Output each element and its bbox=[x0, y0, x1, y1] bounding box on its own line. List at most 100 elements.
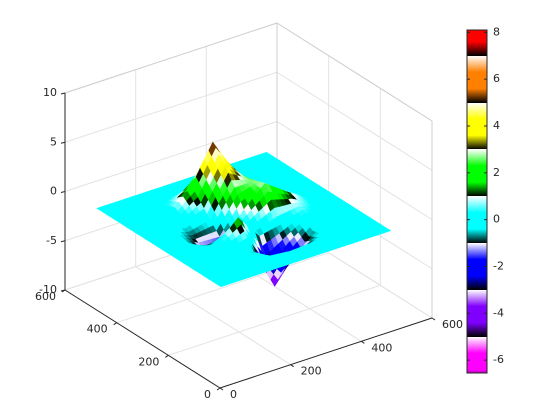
colorbar-swatch bbox=[467, 268, 487, 270]
colorbar-swatch bbox=[467, 327, 487, 329]
colorbar-swatch bbox=[467, 159, 487, 161]
colorbar-swatch bbox=[467, 359, 487, 361]
colorbar-swatch bbox=[467, 261, 487, 263]
colorbar-swatch bbox=[467, 65, 487, 67]
colorbar-swatch bbox=[467, 285, 487, 287]
colorbar-swatch bbox=[467, 221, 487, 223]
colorbar-swatch bbox=[467, 319, 487, 321]
colorbar-swatch bbox=[467, 302, 487, 304]
colorbar-swatch bbox=[467, 147, 487, 149]
colorbar-swatch bbox=[467, 164, 487, 166]
colorbar-swatch bbox=[467, 117, 487, 119]
colorbar-swatch bbox=[467, 199, 487, 201]
colorbar-swatch bbox=[467, 203, 487, 205]
colorbar-swatch bbox=[467, 329, 487, 331]
colorbar-swatch bbox=[467, 168, 487, 170]
colorbar-swatch bbox=[467, 80, 487, 82]
colorbar-swatch bbox=[467, 253, 487, 255]
colorbar-swatch bbox=[467, 237, 487, 239]
colorbar-swatch bbox=[467, 241, 487, 243]
colorbar-tick-label: -4 bbox=[493, 306, 504, 319]
y-tick-label: 0 bbox=[204, 388, 211, 401]
colorbar-frame bbox=[466, 29, 488, 374]
z-tick-label: -5 bbox=[46, 234, 57, 247]
colorbar-swatch bbox=[467, 363, 487, 365]
colorbar-swatch bbox=[467, 118, 487, 120]
colorbar-swatch bbox=[467, 351, 487, 353]
colorbar-swatch bbox=[467, 49, 487, 51]
colorbar-swatch bbox=[467, 54, 487, 56]
colorbar-swatch bbox=[467, 70, 487, 72]
colorbar-swatch bbox=[467, 270, 487, 272]
colorbar-swatch bbox=[467, 354, 487, 356]
colorbar-swatch bbox=[467, 220, 487, 222]
colorbar-swatch bbox=[467, 249, 487, 251]
colorbar-swatch bbox=[467, 274, 487, 276]
colorbar-swatch bbox=[467, 230, 487, 232]
colorbar-swatch bbox=[467, 179, 487, 181]
x-tick-label: 0 bbox=[230, 388, 237, 401]
colorbar-swatch bbox=[467, 139, 487, 141]
colorbar-swatch bbox=[467, 244, 487, 246]
colorbar-swatch bbox=[467, 180, 487, 182]
colorbar-swatch bbox=[467, 328, 487, 330]
colorbar-swatch bbox=[467, 170, 487, 172]
x-tick bbox=[290, 364, 294, 368]
colorbar-swatch bbox=[467, 320, 487, 322]
colorbar-swatch bbox=[467, 246, 487, 248]
colorbar-swatch bbox=[467, 250, 487, 252]
colorbar-swatch bbox=[467, 78, 487, 80]
colorbar-swatch bbox=[467, 112, 487, 114]
colorbar-swatch bbox=[467, 160, 487, 162]
colorbar-swatch bbox=[467, 218, 487, 220]
colorbar-swatch bbox=[467, 280, 487, 282]
colorbar-swatch bbox=[467, 131, 487, 133]
colorbar-swatch bbox=[467, 98, 487, 100]
colorbar-swatch bbox=[467, 292, 487, 294]
colorbar-swatch bbox=[467, 286, 487, 288]
colorbar-swatch bbox=[467, 135, 487, 137]
colorbar-tick-label: -2 bbox=[493, 259, 504, 272]
colorbar-swatch bbox=[467, 215, 487, 217]
colorbar-swatch bbox=[467, 291, 487, 293]
colorbar-swatch bbox=[467, 196, 487, 198]
colorbar-swatch bbox=[467, 104, 487, 106]
colorbar-swatch bbox=[467, 235, 487, 237]
colorbar-swatch bbox=[467, 157, 487, 159]
colorbar-swatch bbox=[467, 284, 487, 286]
colorbar-swatch bbox=[467, 228, 487, 230]
colorbar-swatch bbox=[467, 209, 487, 211]
colorbar-swatch bbox=[467, 113, 487, 115]
colorbar-swatch bbox=[467, 272, 487, 274]
colorbar-swatch bbox=[467, 110, 487, 112]
colorbar-swatch bbox=[467, 325, 487, 327]
colorbar-swatch bbox=[467, 115, 487, 117]
colorbar-swatch bbox=[467, 239, 487, 241]
colorbar-swatch bbox=[467, 152, 487, 154]
grid-line bbox=[135, 266, 291, 366]
colorbar-swatch bbox=[467, 316, 487, 318]
colorbar-swatch bbox=[467, 128, 487, 130]
colorbar-swatch bbox=[467, 281, 487, 283]
colorbar-swatch bbox=[467, 202, 487, 204]
colorbar-swatch bbox=[467, 119, 487, 121]
colorbar-swatch bbox=[467, 66, 487, 68]
colorbar-swatch bbox=[467, 145, 487, 147]
colorbar-swatch bbox=[467, 189, 487, 191]
colorbar-swatch bbox=[467, 74, 487, 76]
colorbar-swatch bbox=[467, 111, 487, 113]
colorbar-swatch bbox=[467, 296, 487, 298]
colorbar-swatch bbox=[467, 172, 487, 174]
colorbar-swatch bbox=[467, 84, 487, 86]
colorbar-swatch bbox=[467, 47, 487, 49]
grid-line bbox=[64, 121, 278, 192]
colorbar-swatch bbox=[467, 162, 487, 164]
colorbar-swatch bbox=[467, 158, 487, 160]
colorbar-swatch bbox=[467, 297, 487, 299]
colorbar-swatch bbox=[467, 178, 487, 180]
grid-line bbox=[64, 71, 278, 143]
colorbar-swatch bbox=[467, 33, 487, 35]
colorbar-swatch bbox=[467, 315, 487, 317]
z-tick-label: -10 bbox=[39, 283, 57, 296]
